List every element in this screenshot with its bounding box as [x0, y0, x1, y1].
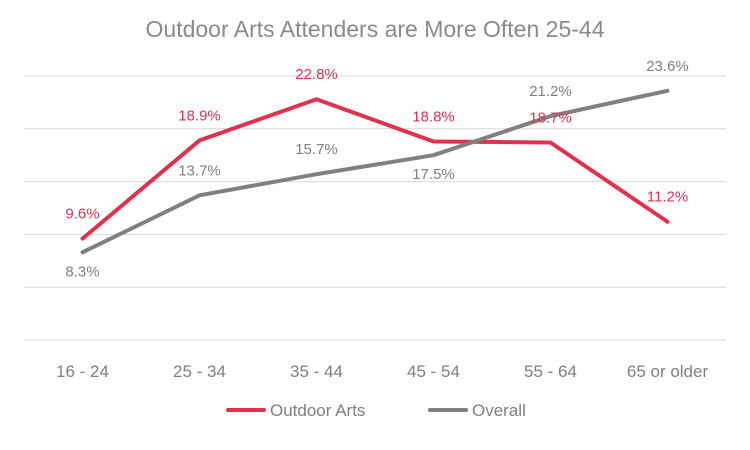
legend-item-overall: Overall: [472, 401, 526, 420]
data-label: 15.7%: [295, 141, 338, 158]
data-label: 22.8%: [295, 66, 338, 83]
x-tick-label: 55 - 64: [524, 362, 577, 381]
x-tick-label: 65 or older: [627, 362, 709, 381]
data-label: 9.6%: [65, 206, 99, 223]
data-label: 11.2%: [647, 189, 688, 206]
data-label: 18.8%: [412, 108, 455, 125]
data-label: 8.3%: [65, 263, 99, 280]
chart-title: Outdoor Arts Attenders are More Often 25…: [145, 16, 605, 42]
series-line-outdoor-arts: [80, 97, 670, 241]
x-tick-label: 35 - 44: [290, 362, 343, 381]
data-label: 17.5%: [412, 166, 455, 183]
x-tick-label: 25 - 34: [173, 362, 226, 381]
data-label: 18.7%: [529, 110, 572, 127]
legend-item-outdoor-arts: Outdoor Arts: [270, 401, 365, 420]
x-tick-label: 45 - 54: [407, 362, 460, 381]
data-label: 13.7%: [178, 162, 221, 179]
data-label: 18.9%: [178, 107, 221, 124]
data-label: 21.2%: [529, 83, 572, 100]
x-tick-label: 16 - 24: [56, 362, 109, 381]
data-label: 23.6%: [646, 58, 689, 75]
series-line-overall: [80, 88, 670, 255]
